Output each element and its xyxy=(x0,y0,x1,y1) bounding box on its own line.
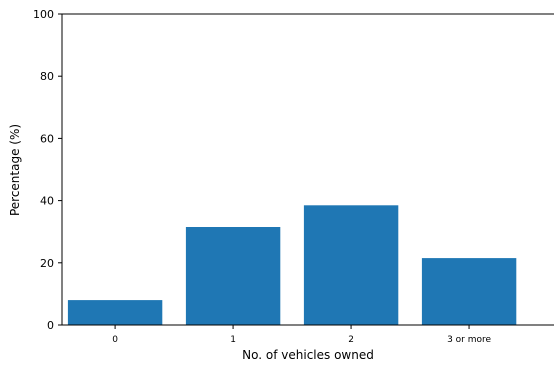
x-tick-label: 0 xyxy=(112,335,118,345)
x-ticks-group: 0 1 2 3 or more xyxy=(112,325,491,345)
y-tick-label: 0 xyxy=(47,319,54,332)
y-tick-label: 60 xyxy=(40,132,54,145)
bar-1 xyxy=(185,227,281,325)
y-tick-label: 20 xyxy=(40,257,54,270)
y-tick-label: 100 xyxy=(33,8,54,21)
x-axis-label: No. of vehicles owned xyxy=(242,348,374,362)
bars-group xyxy=(67,205,517,325)
bar-3-or-more xyxy=(421,258,517,325)
y-tick-label: 40 xyxy=(40,195,54,208)
x-tick-label: 3 or more xyxy=(447,335,491,345)
y-axis-label: Percentage (%) xyxy=(8,124,22,216)
bar-2 xyxy=(303,205,399,325)
y-tick-label: 80 xyxy=(40,70,54,83)
x-tick-label: 2 xyxy=(348,335,354,345)
y-ticks-group: 0 20 40 60 80 100 xyxy=(33,8,62,332)
bar-0 xyxy=(67,300,163,325)
x-tick-label: 1 xyxy=(230,335,236,345)
